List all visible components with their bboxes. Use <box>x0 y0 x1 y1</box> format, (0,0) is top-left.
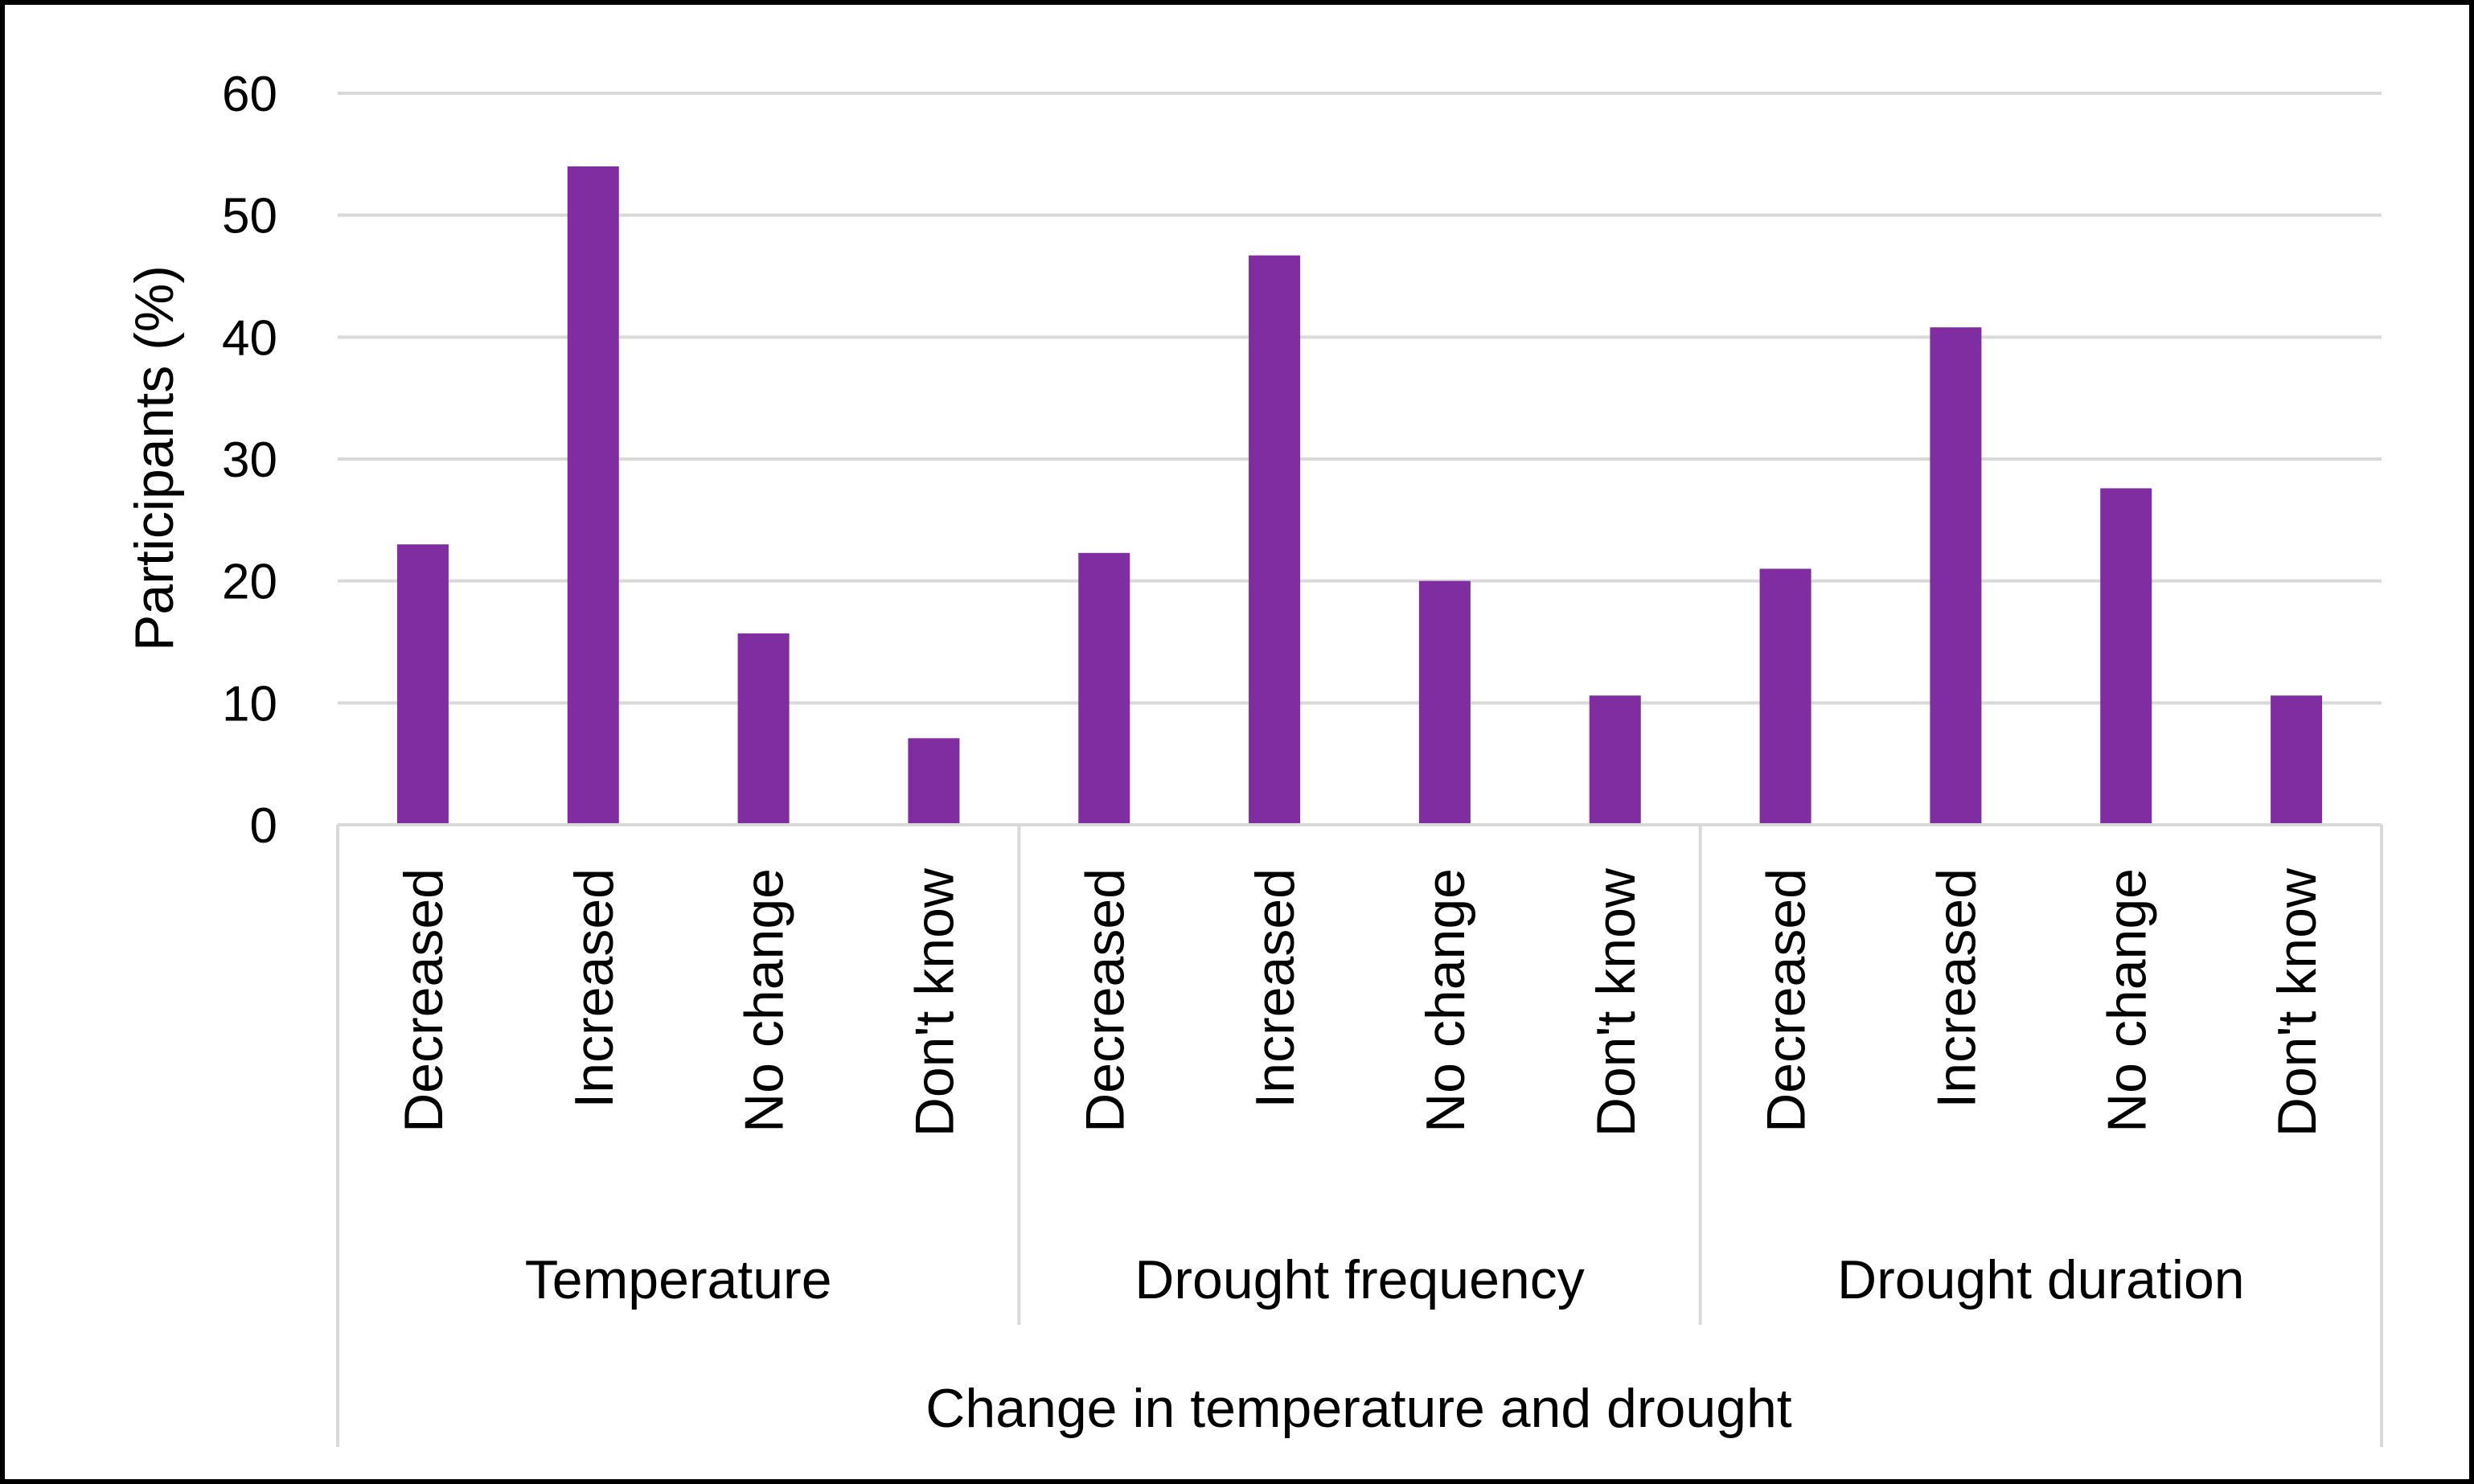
y-tick-label: 10 <box>222 676 277 732</box>
x-axis-title: Change in temperature and drought <box>925 1378 1792 1439</box>
bar-temperature-don-t-know <box>908 738 960 825</box>
bar-temperature-increased <box>567 166 619 825</box>
category-label: No change <box>1415 868 1476 1133</box>
y-tick-label: 60 <box>222 67 277 122</box>
category-label: Increased <box>1926 868 1987 1109</box>
bar-drought-frequency-increased <box>1249 255 1301 825</box>
y-tick-label: 0 <box>250 798 277 854</box>
bar-drought-duration-no-change <box>2100 488 2152 825</box>
bar-drought-duration-don-t-know <box>2271 695 2323 825</box>
bar-drought-frequency-decreased <box>1078 552 1130 825</box>
category-label: Increased <box>1245 868 1306 1109</box>
group-label: Temperature <box>525 1249 832 1310</box>
category-label: Decreased <box>1756 868 1817 1133</box>
category-label: Decreased <box>1074 868 1135 1133</box>
category-label: No change <box>734 868 795 1133</box>
bar-drought-duration-increased <box>1930 327 1982 825</box>
y-axis-title: Participants (%) <box>124 265 185 651</box>
category-label: Don't know <box>1586 867 1647 1137</box>
category-label: Increased <box>564 868 625 1109</box>
group-labels: Temperature Drought frequency Drought dura… <box>525 1249 2245 1310</box>
x-axis <box>336 823 2383 1447</box>
y-tick-label: 40 <box>222 310 277 366</box>
y-tick-label: 50 <box>222 189 277 244</box>
bars <box>396 166 2323 825</box>
y-axis-ticks: 0 10 20 30 40 50 60 <box>222 67 277 854</box>
category-label: Don't know <box>904 867 965 1137</box>
category-label: Decreased <box>393 868 454 1133</box>
bar-drought-frequency-no-change <box>1418 580 1471 825</box>
category-label: No change <box>2096 868 2157 1133</box>
y-tick-label: 20 <box>222 555 277 610</box>
group-label: Drought frequency <box>1134 1249 1584 1310</box>
y-tick-label: 30 <box>222 432 277 488</box>
group-label: Drought duration <box>1837 1249 2245 1310</box>
gridlines <box>338 92 2382 705</box>
category-label: Don't know <box>2267 867 2328 1137</box>
bar-drought-frequency-don-t-know <box>1589 695 1641 825</box>
bar-temperature-no-change <box>737 633 790 825</box>
bar-temperature-decreased <box>396 544 449 825</box>
bar-drought-duration-decreased <box>1759 568 1811 825</box>
category-labels: Decreased Increased No change Don't know Dec… <box>393 867 2328 1137</box>
